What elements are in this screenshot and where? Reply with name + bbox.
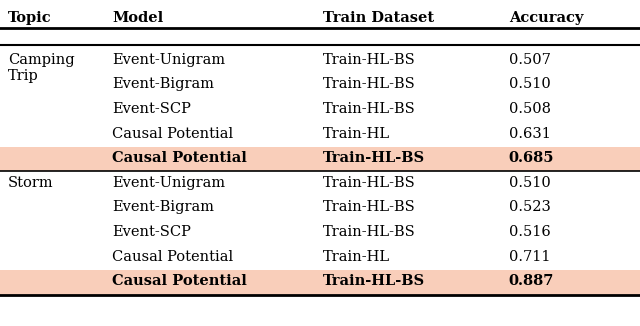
Text: Topic: Topic: [8, 11, 51, 25]
Text: 0.685: 0.685: [509, 151, 554, 165]
Text: Train-HL-BS: Train-HL-BS: [323, 53, 416, 67]
Text: Causal Potential: Causal Potential: [112, 127, 233, 141]
Text: Event-Unigram: Event-Unigram: [112, 176, 225, 190]
Text: Train-HL-BS: Train-HL-BS: [323, 102, 416, 116]
Text: Accuracy: Accuracy: [509, 11, 583, 25]
Text: 0.516: 0.516: [509, 225, 550, 239]
Text: 0.508: 0.508: [509, 102, 551, 116]
Text: Causal Potential: Causal Potential: [112, 274, 247, 288]
Text: Train-HL-BS: Train-HL-BS: [323, 176, 416, 190]
Text: Train-HL-BS: Train-HL-BS: [323, 225, 416, 239]
Text: Causal Potential: Causal Potential: [112, 151, 247, 165]
Text: Event-Unigram: Event-Unigram: [112, 53, 225, 67]
Text: Causal Potential: Causal Potential: [112, 250, 233, 264]
Text: 0.507: 0.507: [509, 53, 550, 67]
Text: Train-HL-BS: Train-HL-BS: [323, 200, 416, 215]
Text: Train-HL: Train-HL: [323, 127, 390, 141]
Text: 0.510: 0.510: [509, 176, 550, 190]
Text: 0.631: 0.631: [509, 127, 550, 141]
Text: Event-Bigram: Event-Bigram: [112, 78, 214, 91]
Text: Train-HL-BS: Train-HL-BS: [323, 151, 426, 165]
Bar: [0, 147, 640, 171]
Text: Event-Bigram: Event-Bigram: [112, 200, 214, 215]
Text: Event-SCP: Event-SCP: [112, 225, 191, 239]
Text: Event-SCP: Event-SCP: [112, 102, 191, 116]
Text: 0.510: 0.510: [509, 78, 550, 91]
Text: 0.887: 0.887: [509, 274, 554, 288]
Text: 0.711: 0.711: [509, 250, 550, 264]
Text: 0.523: 0.523: [509, 200, 550, 215]
Bar: [0, 270, 640, 294]
Text: Camping
Trip: Camping Trip: [8, 53, 74, 83]
Text: Train-HL-BS: Train-HL-BS: [323, 274, 426, 288]
Text: Train-HL: Train-HL: [323, 250, 390, 264]
Text: Train Dataset: Train Dataset: [323, 11, 435, 25]
Text: Storm: Storm: [8, 176, 53, 190]
Text: Train-HL-BS: Train-HL-BS: [323, 78, 416, 91]
Text: Model: Model: [112, 11, 163, 25]
